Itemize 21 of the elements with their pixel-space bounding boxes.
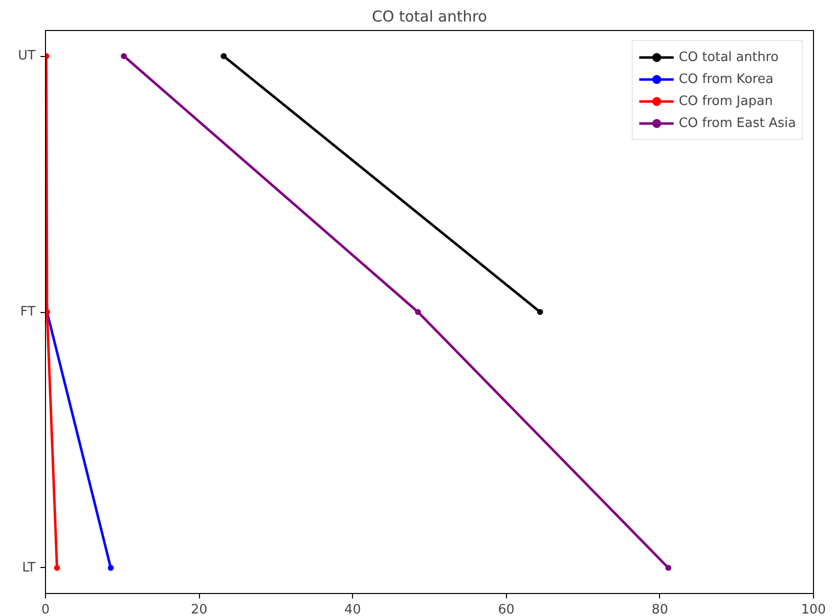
- x-tick-label: 80: [652, 602, 668, 616]
- x-tick-label: 40: [344, 602, 361, 616]
- x-tick-label: 20: [190, 602, 208, 616]
- x-tick-label: 0: [41, 602, 50, 616]
- point: [537, 309, 544, 315]
- chart-title: CO total anthro: [372, 8, 488, 26]
- legend-label: CO total anthro: [678, 50, 779, 64]
- y-tick-label: UT: [18, 48, 36, 64]
- point: [108, 564, 114, 571]
- y-tick-label: FT: [20, 304, 36, 320]
- legend-label: CO from Korea: [678, 72, 774, 86]
- x-tick-label: 100: [801, 602, 826, 616]
- legend-label: CO from East Asia: [678, 116, 796, 130]
- x-tick-label: 60: [498, 602, 515, 616]
- point: [414, 309, 421, 315]
- legend-label: CO from Japan: [678, 94, 773, 108]
- point: [665, 564, 672, 571]
- y-tick-label: LT: [22, 560, 36, 576]
- point: [120, 53, 127, 60]
- point: [54, 564, 60, 571]
- point: [220, 53, 227, 60]
